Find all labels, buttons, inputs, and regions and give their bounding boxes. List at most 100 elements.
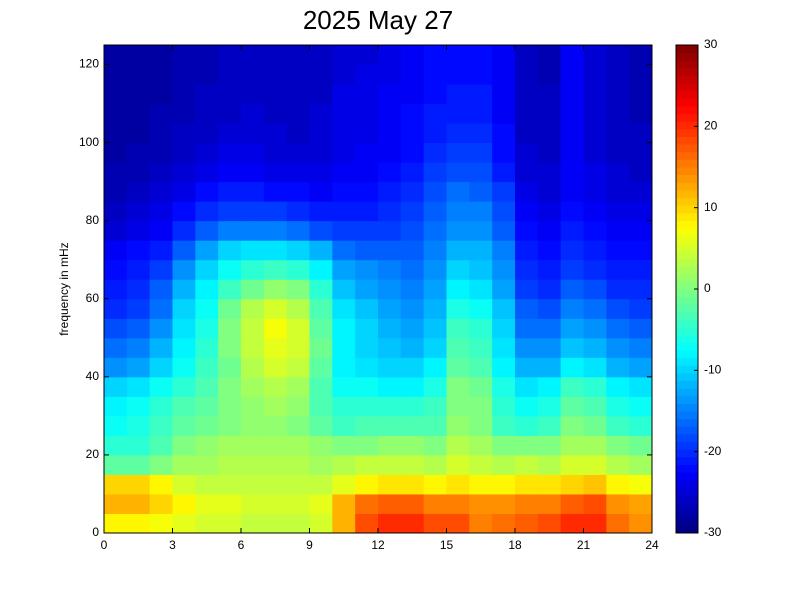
heatmap-cell (309, 318, 333, 339)
heatmap-cell (172, 142, 196, 163)
y-axis-label: frequency in mHz (57, 242, 71, 335)
heatmap-cell (583, 435, 607, 456)
heatmap-cell (606, 201, 630, 222)
colorbar-swatch (676, 456, 698, 465)
heatmap-cell (537, 162, 562, 183)
colorbar-swatch (676, 182, 698, 191)
heatmap-cell (469, 103, 493, 124)
heatmap-cell (400, 279, 425, 300)
heatmap-cell (537, 376, 562, 397)
heatmap-cell (126, 376, 151, 397)
heatmap-cell (309, 259, 333, 280)
heatmap-cell (515, 337, 539, 358)
heatmap-cell (629, 318, 653, 339)
heatmap-cell (332, 123, 356, 144)
heatmap-cell (241, 513, 265, 534)
heatmap-cell (309, 103, 333, 124)
heatmap-cell (515, 162, 539, 183)
heatmap-cell (515, 84, 539, 105)
heatmap-cell (515, 45, 539, 66)
heatmap-cell (606, 142, 630, 163)
heatmap-cell (446, 259, 470, 280)
heatmap-cell (537, 396, 562, 417)
colorbar-swatch (676, 365, 698, 374)
heatmap-cell (195, 396, 219, 417)
heatmap-cell (400, 45, 425, 66)
colorbar-swatch (676, 395, 698, 404)
heatmap-cell (606, 84, 630, 105)
heatmap-cell (355, 337, 379, 358)
heatmap-cell (309, 376, 333, 397)
y-tick-label: 120 (79, 57, 99, 71)
heatmap-cell (583, 123, 607, 144)
heatmap-cell (263, 123, 288, 144)
heatmap-cell (309, 279, 333, 300)
heatmap-cell (560, 474, 584, 495)
heatmap-cell (446, 493, 470, 514)
heatmap-cell (263, 454, 288, 475)
heatmap-cell (629, 123, 653, 144)
heatmap-cell (492, 513, 516, 534)
heatmap-cell (149, 337, 173, 358)
heatmap-cell (400, 357, 425, 378)
heatmap-cell (104, 513, 128, 534)
heatmap-cell (378, 142, 402, 163)
heatmap-cell (104, 142, 128, 163)
heatmap-cell (149, 415, 173, 436)
heatmap-cell (469, 64, 493, 85)
heatmap-cell (195, 435, 219, 456)
heatmap-cell (423, 162, 447, 183)
heatmap-cell (629, 474, 653, 495)
heatmap-cell (309, 298, 333, 319)
heatmap-cell (241, 337, 265, 358)
heatmap-cell (149, 318, 173, 339)
heatmap-cell (332, 376, 356, 397)
heatmap-cell (629, 279, 653, 300)
heatmap-cell (423, 357, 447, 378)
heatmap-cell (560, 142, 584, 163)
heatmap-cell (400, 415, 425, 436)
heatmap-cell (195, 298, 219, 319)
colorbar-swatch (676, 281, 698, 290)
heatmap-cell (606, 376, 630, 397)
heatmap-cell (629, 454, 653, 475)
heatmap-cell (195, 318, 219, 339)
heatmap-cell (492, 123, 516, 144)
heatmap-cell (355, 162, 379, 183)
colorbar-swatch (676, 304, 698, 313)
heatmap-cell (309, 84, 333, 105)
heatmap-cell (583, 396, 607, 417)
heatmap-cell (537, 259, 562, 280)
heatmap-cell (241, 123, 265, 144)
colorbar-swatch (676, 60, 698, 69)
heatmap-cell (629, 103, 653, 124)
heatmap-cell (241, 240, 265, 261)
heatmap-cell (560, 220, 584, 241)
heatmap-cell (400, 162, 425, 183)
heatmap-cell (400, 142, 425, 163)
heatmap-cell (149, 493, 173, 514)
heatmap-cell (286, 259, 310, 280)
heatmap-cell (104, 201, 128, 222)
heatmap-cell (355, 357, 379, 378)
colorbar-swatch (676, 98, 698, 107)
y-tick-label: 20 (86, 447, 100, 461)
heatmap-cell (537, 201, 562, 222)
heatmap-cell (423, 298, 447, 319)
heatmap-cell (583, 318, 607, 339)
heatmap-cell (172, 415, 196, 436)
heatmap-cell (104, 435, 128, 456)
heatmap-cell (104, 84, 128, 105)
heatmap-cell (241, 474, 265, 495)
colorbar-swatch (676, 83, 698, 92)
heatmap-cell (309, 435, 333, 456)
heatmap-cell (332, 454, 356, 475)
heatmap-cell (560, 259, 584, 280)
heatmap-cell (606, 123, 630, 144)
heatmap-cell (149, 513, 173, 534)
heatmap-cell (195, 220, 219, 241)
heatmap-cell (195, 474, 219, 495)
colorbar-tick-label: 0 (704, 281, 711, 295)
heatmap-cell (104, 103, 128, 124)
colorbar-swatch (676, 136, 698, 145)
